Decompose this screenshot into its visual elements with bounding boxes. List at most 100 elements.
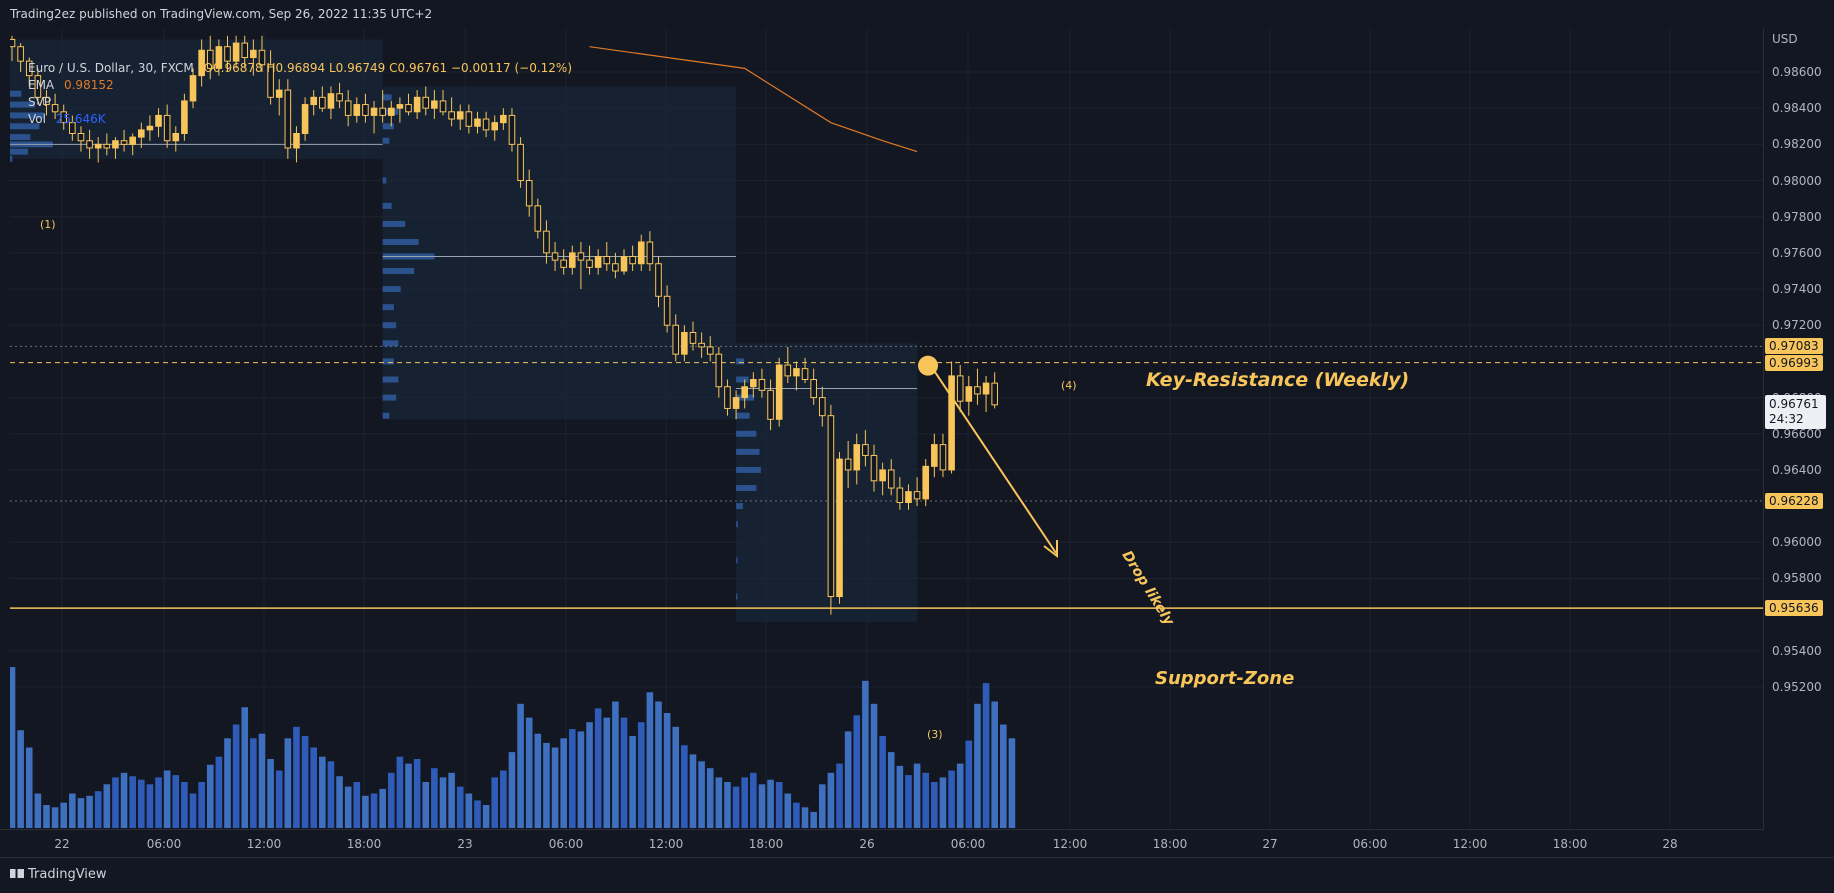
profile-bar [382,123,394,130]
volume-bar [129,776,136,828]
vol-label: Vol [28,112,46,126]
volume-bar [189,793,197,828]
candle-body [258,49,266,66]
volume-bar [853,715,861,828]
candle-body [784,364,792,377]
profile-bar [736,412,750,419]
profile-bar [736,466,761,473]
volume-bar [215,756,223,828]
level-tag-mid: 0.96228 [1765,493,1823,510]
volume-bars [10,667,1016,828]
candle-body [387,107,395,116]
volume-bar [982,683,990,828]
level-tag-resistance-upper: 0.97083 [1765,338,1823,355]
ema-value: 0.98152 [63,78,114,92]
volume-bar [1000,724,1007,828]
volume-bar [732,786,740,828]
volume-bar [25,747,33,828]
profile-bar [736,358,745,365]
profile-bar [382,376,399,383]
candle-body [586,259,593,268]
time-axis[interactable]: 22 06:00 12:00 18:00 23 06:00 12:00 18:00 26 06:0… [0,829,1764,857]
candle-body [69,122,76,134]
tradingview-logo[interactable]: TradingView [10,867,107,882]
volume-bar [319,756,326,828]
volume-bar [431,768,438,828]
profile-bar [10,101,35,108]
volume-bar [94,791,102,828]
support-label[interactable]: Support-Zone [1155,668,1295,689]
candle-body [43,96,50,106]
volume-bar [198,782,205,828]
candle-body [681,331,688,355]
volume-bar [965,740,973,828]
volume-bar [836,763,843,828]
time-tick: 12:00 [1452,837,1488,851]
candle-body [982,382,990,395]
volume-bar [60,802,68,828]
volume-bar [603,717,611,828]
symbol-name[interactable]: Euro / U.S. Dollar, 30, FXCM [28,61,194,75]
time-tick: 18:00 [748,837,784,851]
resistance-label[interactable]: Key-Resistance (Weekly) [1146,369,1410,391]
volume-bar [543,742,550,828]
volume-bar [569,729,576,828]
candle-body [396,104,404,109]
candle-body [594,256,602,268]
price-tick: 0.95400 [1772,643,1822,658]
volume-bar [10,667,16,828]
candle-body [655,263,662,297]
candle-body [853,444,861,471]
candle-body [138,129,145,138]
volume-bar [784,793,792,828]
candle-body [810,379,817,399]
candle-body [862,444,869,456]
candle-body [405,104,412,113]
legend-vol-row[interactable]: Vol 25.646K [28,111,572,128]
volume-bar [250,738,257,828]
volume-bar [491,777,499,828]
profile-bar [382,137,390,144]
candle-body [827,415,835,598]
volume-bar [750,772,757,828]
publisher-header: Trading2ez published on TradingView.com,… [0,0,1834,28]
volume-bar [870,703,878,828]
candle-body [741,386,749,399]
volume-bar [939,777,947,828]
candle-body [172,133,180,142]
candle-body [232,42,240,62]
volume-bar [138,779,145,828]
candle-body [465,111,473,127]
candle-body [34,75,42,98]
volume-bar [51,807,59,828]
volume-bar [534,733,542,828]
volume-bar [379,788,386,828]
volume-bar [905,775,912,828]
volume-bar [103,784,111,828]
vol-value: 25.646K [55,112,106,126]
volume-bar [560,738,567,828]
profile-bar [736,557,738,564]
volume-bar [112,777,119,828]
brand-name: TradingView [28,867,107,882]
volume-bar [741,777,748,828]
legend-svp-row[interactable]: SVP [28,94,572,111]
session-box [736,343,918,622]
profile-bar [382,322,397,329]
volume-bar [793,802,800,828]
candle-body [206,49,214,69]
price-axis[interactable]: USD 0.98600 0.98400 0.98200 0.98000 0.97800 0… [1764,28,1834,829]
price-tick: 0.97600 [1772,245,1822,260]
profile-bar [10,148,29,155]
price-tick: 0.98400 [1772,101,1822,116]
volume-bar [422,782,430,828]
profile-bar [10,112,44,119]
chart-plot-area[interactable]: Euro / U.S. Dollar, 30, FXCM O0.96878 H0… [10,28,1764,829]
price-chart[interactable] [10,28,1764,829]
legend-ema-row[interactable]: EMA 0.98152 [28,77,572,94]
candle-body [215,46,223,69]
volume-bar [482,805,490,828]
candle-body [887,469,895,489]
time-tick: 12:00 [648,837,684,851]
candle-body [767,389,774,420]
